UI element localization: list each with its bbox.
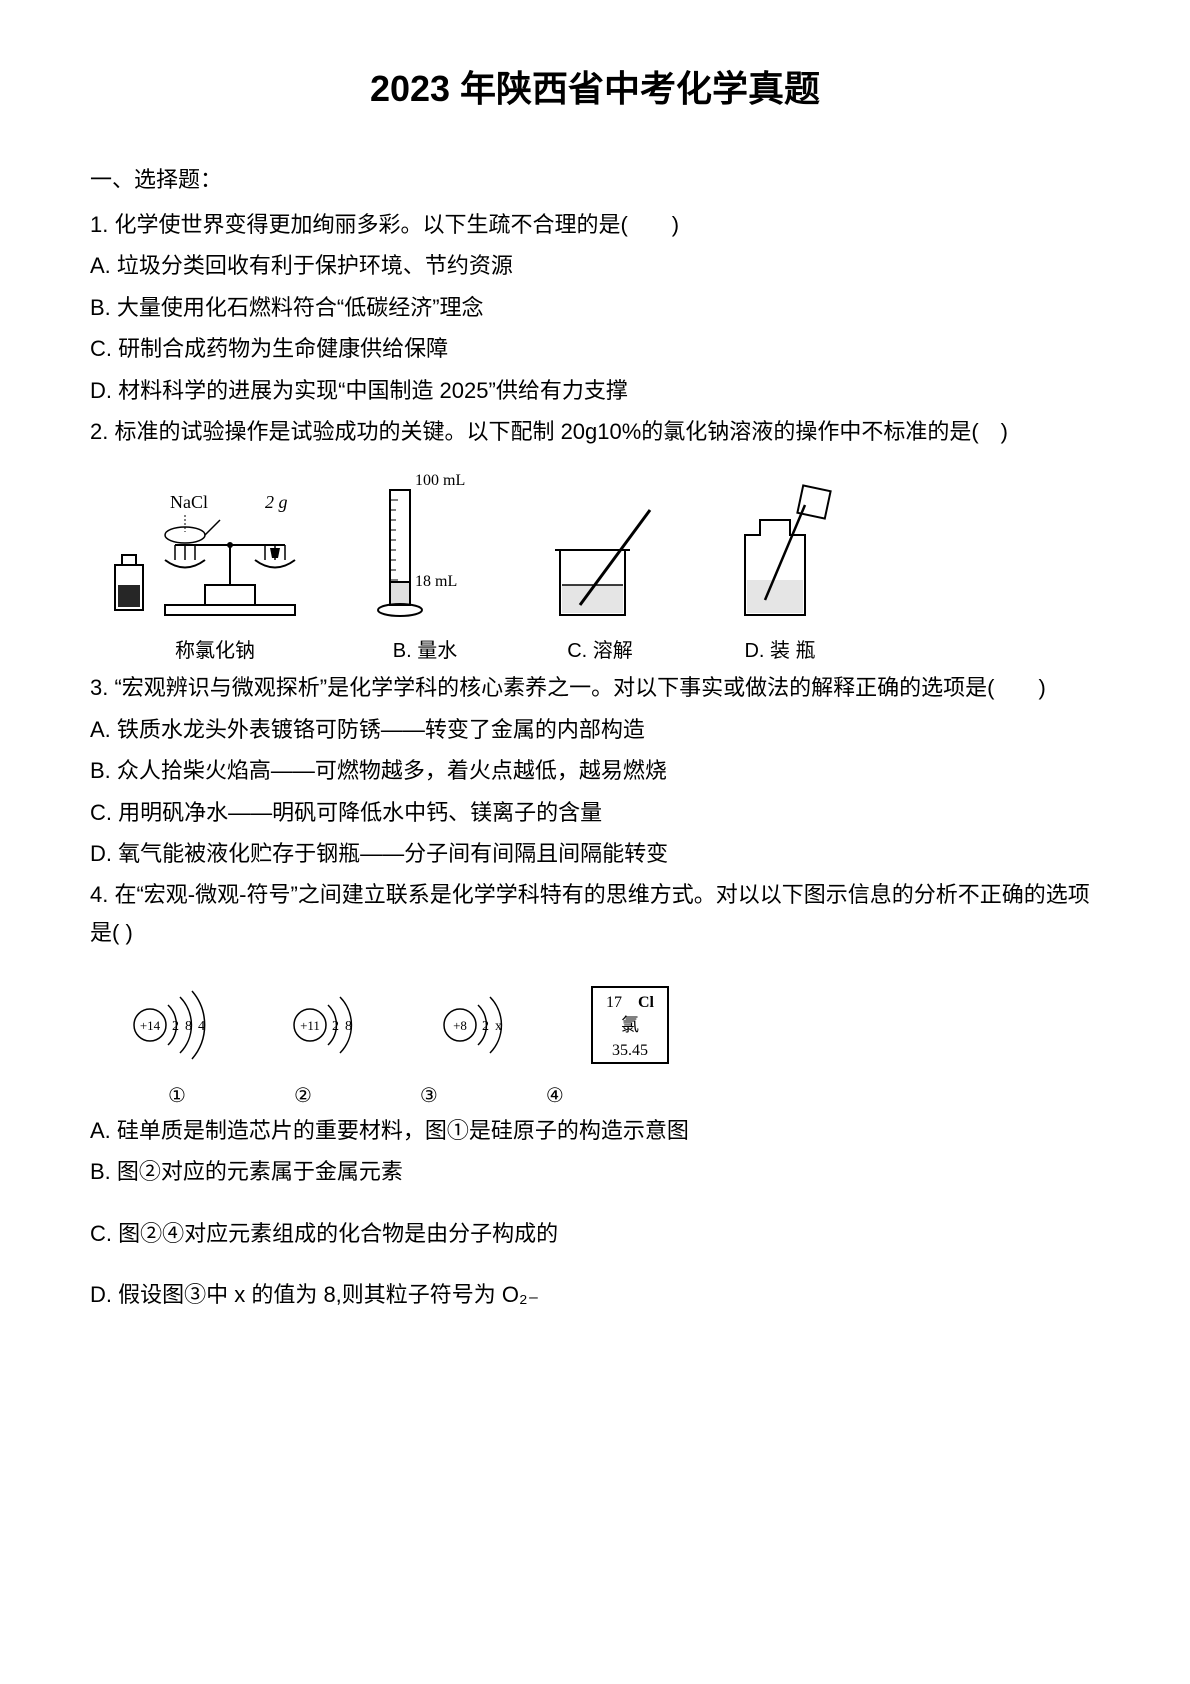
q4-diagram-labels: ① ② ③ ④ [90,1083,1100,1108]
q3-option-c: C. 用明矾净水——明矾可降低水中钙、镁离子的含量 [90,794,1100,831]
q2-figure-d: D. 装 瓶 [710,480,850,663]
svg-text:x: x [495,1019,502,1034]
balance-scale-icon: NaCl 2 g [110,490,320,630]
q4-diagram-3: +8 2 x [430,975,530,1075]
svg-text:+11: +11 [300,1018,320,1033]
atom-icon: +11 2 8 [280,975,380,1075]
bottle-icon [710,480,850,630]
page-title: 2023 年陕西省中考化学真题 [90,60,1100,112]
diagram-label-1: ① [168,1083,186,1108]
q2-figure-c: C. 溶解 [530,500,670,663]
q4-diagram-row: +14 2 8 4 +11 2 8 +8 2 x [90,975,1100,1075]
q2-caption-a: 称氯化钠 [175,634,255,663]
cylinder-mark-label: 18 mL [415,573,457,590]
q2-figure-row: NaCl 2 g [90,470,1100,663]
q4-option-a: A. 硅单质是制造芯片的重要材料，图①是硅原子的构造示意图 [90,1112,1100,1149]
q4-diagram-1: +14 2 8 4 [120,975,230,1075]
q2-caption-b: B. 量水 [393,634,457,663]
q1-option-d: D. 材料科学的进展为实现“中国制造 2025”供给有力支撑 [90,372,1100,409]
q2-caption-c: C. 溶解 [567,634,633,663]
q2-figure-a: NaCl 2 g [110,490,320,663]
atom-icon: +14 2 8 4 [120,975,230,1075]
q1-option-a: A. 垃圾分类回收有利于保护环境、节约资源 [90,247,1100,284]
q1-stem: 1. 化学使世界变得更加绚丽多彩。以下生疏不合理的是( ) [90,206,1100,243]
q3-stem: 3. “宏观辨识与微观探析”是化学学科的核心素养之一。对以下事实或做法的解释正确… [90,669,1100,706]
q1-option-c: C. 研制合成药物为生命健康供给保障 [90,330,1100,367]
svg-text:8: 8 [185,1019,192,1034]
q2-stem: 2. 标准的试验操作是试验成功的关键。以下配制 20g10%的氯化钠溶液的操作中… [90,413,1100,450]
svg-text:2: 2 [482,1019,489,1034]
svg-text:8: 8 [345,1019,352,1034]
q3-option-a: A. 铁质水龙头外表镀铬可防锈——转变了金属的内部构造 [90,711,1100,748]
diagram-label-3: ③ [420,1083,438,1108]
svg-text:Cl: Cl [638,994,655,1011]
q3-option-b: B. 众人拾柴火焰高——可燃物越多，着火点越低，越易燃烧 [90,752,1100,789]
q4-diagram-2: +11 2 8 [280,975,380,1075]
svg-text:+8: +8 [453,1018,467,1033]
svg-text:+14: +14 [140,1018,161,1033]
diagram-label-4: ④ [546,1083,564,1108]
q4-option-d: D. 假设图③中 x 的值为 8,则其粒子符号为 O₂₋ [90,1276,1100,1313]
q2-figure-b: 100 mL 18 mL B. 量水 [360,470,490,663]
section-header: 一、选择题： [90,162,1100,194]
svg-text:35.45: 35.45 [612,1042,648,1059]
q1-option-b: B. 大量使用化石燃料符合“低碳经济”理念 [90,289,1100,326]
element-card-icon: 17 Cl 氯 35.45 [580,975,680,1075]
cylinder-top-label: 100 mL [415,472,465,489]
beaker-stir-icon [530,500,670,630]
mass-label: 2 g [265,492,288,512]
svg-text:4: 4 [198,1019,205,1034]
svg-text:氯: 氯 [621,1015,639,1035]
q4-option-c: C. 图②④对应元素组成的化合物是由分子构成的 [90,1215,1100,1252]
svg-text:2: 2 [332,1019,339,1034]
svg-text:17: 17 [606,994,622,1011]
nacl-label: NaCl [170,492,208,512]
cylinder-icon: 100 mL 18 mL [360,470,490,630]
q4-option-b: B. 图②对应的元素属于金属元素 [90,1153,1100,1190]
q3-option-d: D. 氧气能被液化贮存于钢瓶——分子间有间隔且间隔能转变 [90,835,1100,872]
diagram-label-2: ② [294,1083,312,1108]
atom-icon: +8 2 x [430,975,530,1075]
svg-text:2: 2 [172,1019,179,1034]
q4-stem: 4. 在“宏观-微观-符号”之间建立联系是化学学科特有的思维方式。对以以下图示信… [90,876,1100,951]
q2-caption-d: D. 装 瓶 [744,634,815,663]
q4-diagram-4: 17 Cl 氯 35.45 [580,975,680,1075]
